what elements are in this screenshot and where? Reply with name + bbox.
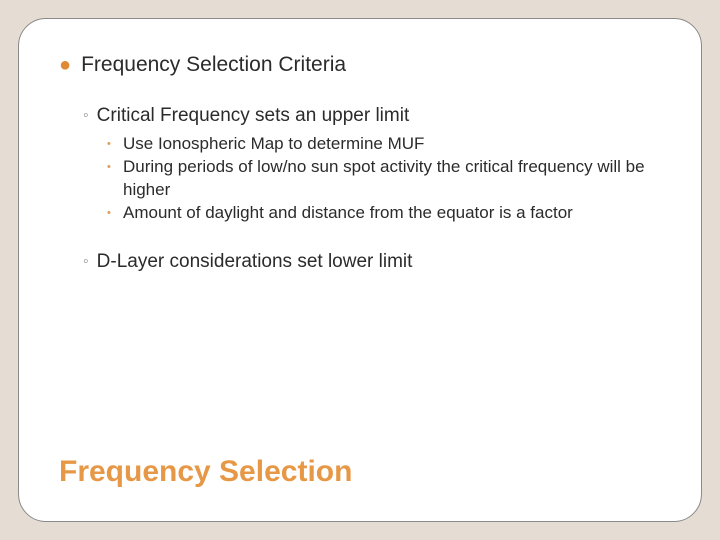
slide-title: Frequency Selection: [59, 455, 352, 489]
bullet-level-2: ◦ Critical Frequency sets an upper limit: [83, 105, 661, 127]
lvl2-text: D-Layer considerations set lower limit: [97, 251, 413, 273]
lvl2-text: Critical Frequency sets an upper limit: [97, 105, 410, 127]
disc-bullet-icon: ●: [59, 53, 71, 77]
bullet-level-3: • During periods of low/no sun spot acti…: [107, 156, 661, 202]
dot-bullet-icon: •: [107, 202, 115, 224]
lvl3-text: Use Ionospheric Map to determine MUF: [123, 133, 424, 156]
bullet-level-1: ● Frequency Selection Criteria: [59, 53, 661, 77]
lvl3-text: During periods of low/no sun spot activi…: [123, 156, 653, 202]
bullet-level-2: ◦ D-Layer considerations set lower limit: [83, 251, 661, 273]
dot-bullet-icon: •: [107, 133, 115, 155]
dot-bullet-icon: •: [107, 156, 115, 178]
lvl1-text: Frequency Selection Criteria: [81, 53, 346, 77]
ring-bullet-icon: ◦: [83, 105, 89, 127]
bullet-level-3: • Use Ionospheric Map to determine MUF: [107, 133, 661, 156]
ring-bullet-icon: ◦: [83, 251, 89, 273]
lvl3-group: • Use Ionospheric Map to determine MUF •…: [107, 133, 661, 225]
slide-card: ● Frequency Selection Criteria ◦ Critica…: [18, 18, 702, 522]
lvl3-text: Amount of daylight and distance from the…: [123, 202, 573, 225]
bullet-level-3: • Amount of daylight and distance from t…: [107, 202, 661, 225]
